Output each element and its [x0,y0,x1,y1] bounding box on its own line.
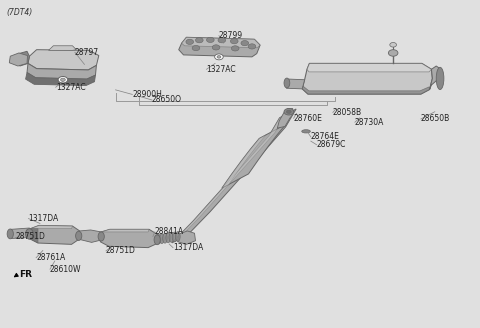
Polygon shape [48,46,76,50]
Polygon shape [222,135,266,188]
Ellipse shape [154,235,160,245]
Circle shape [58,76,68,83]
Polygon shape [18,51,29,66]
Text: (7DT4): (7DT4) [6,8,33,17]
Polygon shape [28,50,99,70]
Polygon shape [277,109,294,128]
Text: 28751D: 28751D [106,246,136,256]
Circle shape [284,109,294,115]
Polygon shape [30,225,72,229]
Ellipse shape [156,234,161,244]
Polygon shape [178,231,195,244]
Ellipse shape [166,233,170,243]
Text: 28760E: 28760E [294,114,323,123]
Circle shape [241,41,249,46]
Ellipse shape [284,78,290,88]
Ellipse shape [25,229,33,239]
Polygon shape [430,66,441,90]
Circle shape [218,38,226,43]
Polygon shape [179,37,260,57]
Text: 1327AC: 1327AC [206,65,236,74]
Polygon shape [100,229,157,248]
Circle shape [248,44,256,49]
Polygon shape [287,79,305,89]
Circle shape [186,39,193,45]
Circle shape [287,110,291,113]
Text: 28841A: 28841A [155,227,184,236]
Polygon shape [181,37,260,48]
Text: 28751D: 28751D [15,232,45,241]
Text: 28797: 28797 [75,48,99,57]
Circle shape [231,46,239,51]
Polygon shape [302,86,430,94]
Polygon shape [222,124,286,188]
Ellipse shape [169,233,174,242]
Polygon shape [78,230,102,242]
Text: 28679C: 28679C [317,140,346,149]
Polygon shape [172,109,296,243]
Ellipse shape [163,233,168,243]
Polygon shape [307,63,432,72]
Text: 28900H: 28900H [132,90,162,99]
Circle shape [215,54,223,60]
Circle shape [390,43,396,47]
Polygon shape [172,115,286,243]
Polygon shape [27,63,96,79]
Ellipse shape [175,232,180,241]
Polygon shape [9,53,27,66]
Polygon shape [302,63,432,94]
Polygon shape [11,228,32,238]
Text: 28799: 28799 [219,31,243,40]
Circle shape [230,39,238,44]
Circle shape [195,38,203,43]
Circle shape [388,50,398,56]
Circle shape [206,37,214,43]
Text: 28610W: 28610W [50,265,82,274]
Text: 1327AC: 1327AC [56,83,85,92]
Text: 28730A: 28730A [355,118,384,127]
Circle shape [217,55,221,58]
Ellipse shape [7,229,13,239]
Text: 28650O: 28650O [152,95,182,105]
Ellipse shape [75,231,82,240]
Text: 28058B: 28058B [333,108,362,117]
Ellipse shape [159,234,164,244]
Ellipse shape [172,232,177,242]
Polygon shape [28,225,80,244]
Text: 1317DA: 1317DA [173,243,203,252]
Circle shape [192,46,200,51]
Circle shape [60,78,65,81]
Polygon shape [25,72,96,86]
Polygon shape [101,229,149,232]
Text: 28764E: 28764E [311,133,340,141]
Ellipse shape [302,130,311,133]
Circle shape [212,45,220,50]
Polygon shape [28,229,38,243]
Text: 1317DA: 1317DA [28,214,59,223]
Text: 28761A: 28761A [36,253,65,262]
Ellipse shape [436,67,444,90]
Text: 28650B: 28650B [421,114,450,123]
Text: FR: FR [19,270,32,279]
Ellipse shape [98,232,104,241]
